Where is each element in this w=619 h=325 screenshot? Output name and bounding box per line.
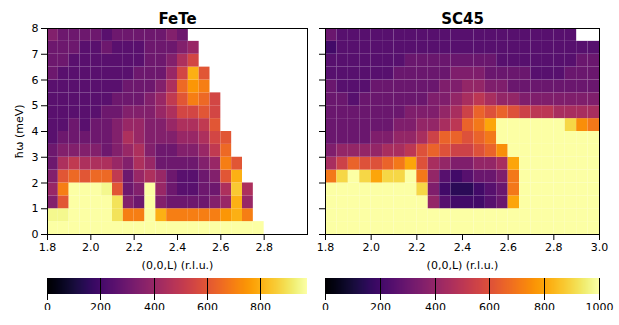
svg-text:2.6: 2.6	[499, 241, 517, 254]
svg-text:3: 3	[32, 151, 39, 164]
svg-text:8: 8	[32, 22, 39, 35]
svg-text:800: 800	[250, 301, 271, 314]
svg-text:800: 800	[534, 301, 555, 314]
svg-text:(0,0,L) (r.l.u.): (0,0,L) (r.l.u.)	[142, 259, 214, 272]
svg-text:2.8: 2.8	[545, 241, 563, 254]
svg-text:1: 1	[32, 202, 39, 215]
svg-text:2.8: 2.8	[255, 241, 273, 254]
svg-text:2.4: 2.4	[169, 241, 187, 254]
svg-text:2.4: 2.4	[454, 241, 472, 254]
svg-text:0: 0	[322, 301, 329, 314]
svg-text:7: 7	[32, 48, 39, 61]
svg-text:FeTe: FeTe	[158, 10, 196, 28]
svg-text:2.2: 2.2	[408, 241, 426, 254]
svg-text:6: 6	[32, 74, 39, 87]
svg-text:200: 200	[90, 301, 111, 314]
svg-text:ħω (meV): ħω (meV)	[13, 105, 26, 159]
svg-text:2.0: 2.0	[82, 241, 100, 254]
svg-text:2.0: 2.0	[362, 241, 380, 254]
svg-text:2.6: 2.6	[212, 241, 230, 254]
svg-text:4: 4	[32, 125, 39, 138]
svg-text:600: 600	[479, 301, 500, 314]
svg-text:(0,0,L) (r.l.u.): (0,0,L) (r.l.u.)	[427, 259, 499, 272]
svg-text:400: 400	[144, 301, 165, 314]
svg-text:SC45: SC45	[441, 10, 484, 28]
svg-text:0: 0	[32, 228, 39, 241]
svg-text:200: 200	[370, 301, 391, 314]
svg-text:5: 5	[32, 99, 39, 112]
svg-text:400: 400	[425, 301, 446, 314]
svg-text:1.8: 1.8	[39, 241, 57, 254]
svg-text:2.2: 2.2	[125, 241, 143, 254]
svg-text:0: 0	[44, 301, 51, 314]
svg-text:600: 600	[197, 301, 218, 314]
svg-text:3.0: 3.0	[591, 241, 609, 254]
svg-text:1.8: 1.8	[317, 241, 335, 254]
svg-text:2: 2	[32, 177, 39, 190]
svg-text:1000: 1000	[586, 301, 614, 314]
